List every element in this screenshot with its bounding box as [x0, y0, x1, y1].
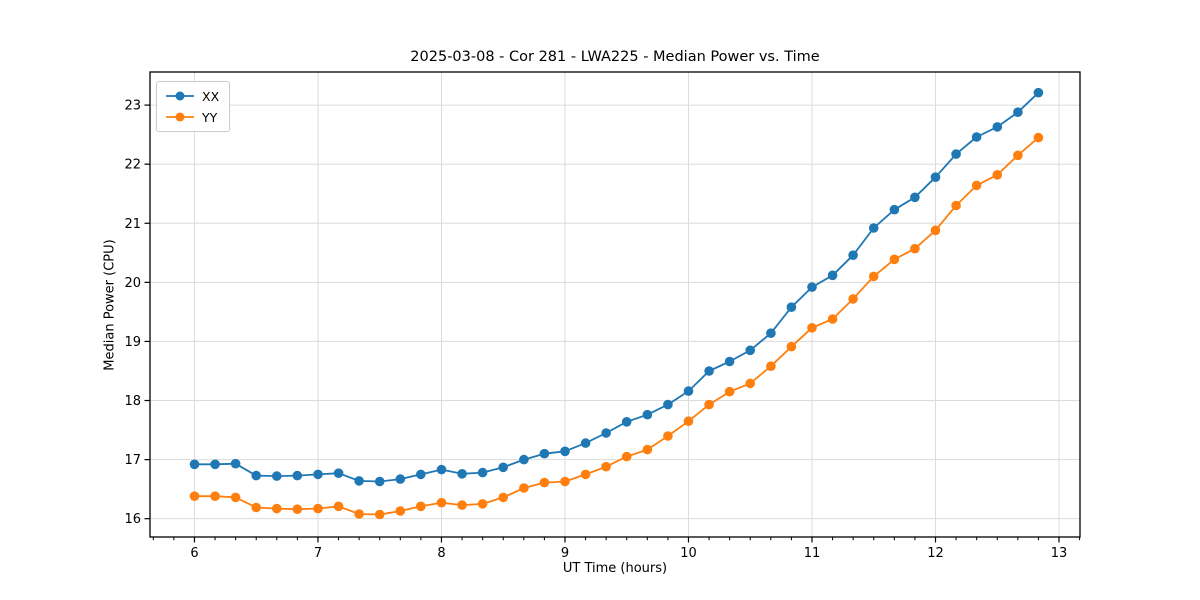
- legend-marker-icon: [166, 112, 194, 122]
- svg-text:20: 20: [124, 276, 141, 291]
- svg-text:21: 21: [124, 217, 141, 232]
- legend-marker-icon: [166, 91, 194, 101]
- svg-text:11: 11: [804, 546, 821, 561]
- y-tick-labels: 16 17 18 19 20 21 22 23: [124, 99, 141, 528]
- svg-text:10: 10: [680, 546, 697, 561]
- chart-title: 2025-03-08 - Cor 281 - LWA225 - Median P…: [410, 49, 820, 65]
- svg-text:22: 22: [124, 158, 141, 173]
- legend-label: XX: [202, 88, 220, 104]
- svg-text:7: 7: [314, 546, 322, 561]
- axes-spines: [149, 71, 1081, 538]
- legend-entry-XX: XX: [165, 87, 219, 105]
- svg-text:8: 8: [437, 546, 445, 561]
- grid-lines: [150, 72, 1080, 537]
- x-axis-label: UT Time (hours): [562, 561, 668, 576]
- svg-text:12: 12: [927, 546, 944, 561]
- svg-text:18: 18: [124, 394, 141, 409]
- svg-text:16: 16: [124, 512, 141, 527]
- axis-ticks: [144, 104, 1081, 543]
- svg-text:19: 19: [124, 335, 141, 350]
- svg-text:9: 9: [561, 546, 569, 561]
- legend: XX YY: [156, 81, 231, 132]
- legend-entry-YY: YY: [165, 108, 219, 126]
- legend-label: YY: [202, 109, 218, 125]
- svg-text:23: 23: [124, 99, 141, 114]
- svg-text:13: 13: [1051, 546, 1068, 561]
- x-tick-labels: 6 7 8 9 10 11 12 13: [190, 546, 1067, 561]
- series-XX: [189, 87, 1044, 487]
- series-YY: [189, 132, 1044, 520]
- svg-text:17: 17: [124, 453, 141, 468]
- svg-text:6: 6: [190, 546, 198, 561]
